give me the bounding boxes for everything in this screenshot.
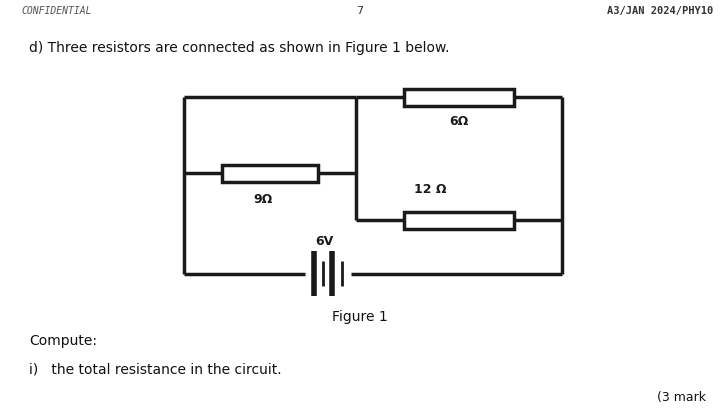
Text: d) Three resistors are connected as shown in Figure 1 below.: d) Three resistors are connected as show…	[29, 41, 449, 55]
Text: 9Ω: 9Ω	[253, 193, 272, 206]
Text: 7: 7	[356, 6, 364, 16]
Bar	[404, 90, 514, 107]
Bar	[222, 165, 318, 182]
Text: 12 Ω: 12 Ω	[414, 183, 446, 196]
Text: Compute:: Compute:	[29, 333, 96, 347]
Bar	[404, 212, 514, 229]
Text: i)   the total resistance in the circuit.: i) the total resistance in the circuit.	[29, 362, 282, 376]
Text: Figure 1: Figure 1	[332, 309, 388, 323]
Text: A3/JAN 2024/PHY10: A3/JAN 2024/PHY10	[606, 6, 713, 16]
Text: (3 mark: (3 mark	[657, 390, 706, 403]
Text: 6V: 6V	[315, 234, 333, 247]
Text: 6Ω: 6Ω	[449, 115, 469, 128]
Text: CONFIDENTIAL: CONFIDENTIAL	[22, 6, 92, 16]
